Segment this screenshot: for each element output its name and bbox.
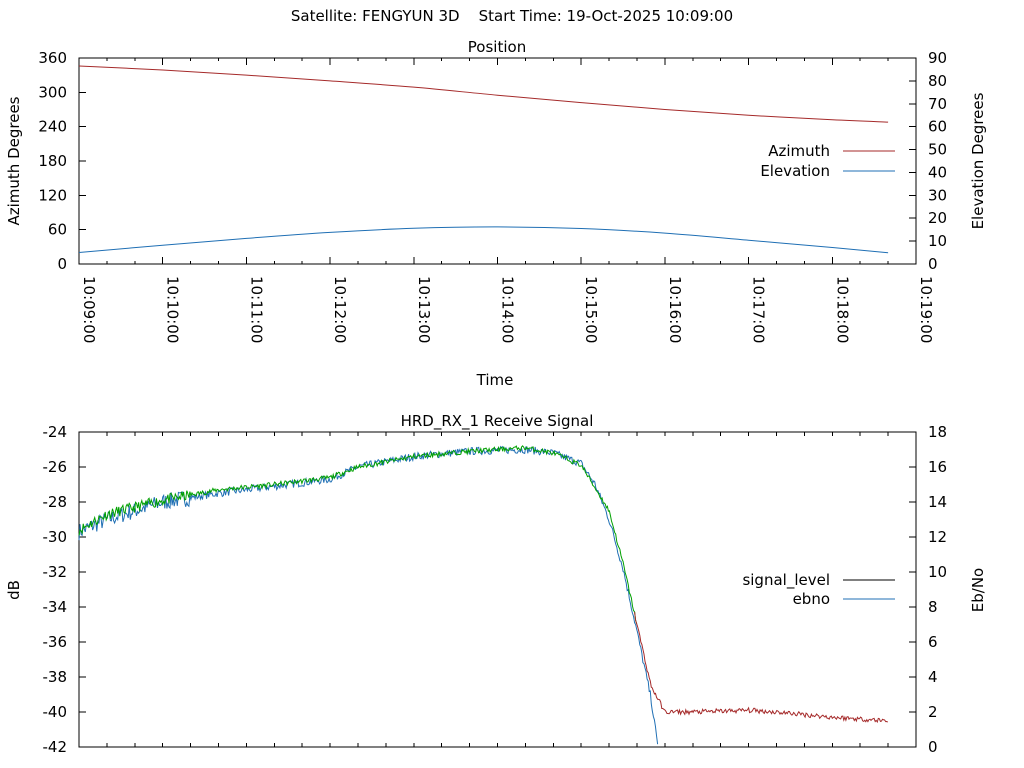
y-tick-label: 120	[38, 186, 67, 204]
y-tick-label: 180	[38, 152, 67, 170]
y-tick-label: 0	[57, 255, 67, 273]
y-tick-label: 240	[38, 118, 67, 136]
x-tick-label: 10:17:00	[750, 276, 768, 343]
page-title: Satellite: FENGYUN 3D Start Time: 19-Oct…	[290, 7, 734, 25]
y2-tick-label: 0	[928, 738, 938, 756]
series-line-azimuth	[78, 65, 889, 123]
y2-tick-label: 16	[928, 458, 947, 476]
y-tick-label: -26	[43, 458, 68, 476]
y-tick-label: 300	[38, 83, 67, 101]
y2-tick-label: 30	[928, 186, 947, 204]
y2-tick-label: 40	[928, 163, 947, 181]
x-tick-label: 10:16:00	[666, 276, 684, 343]
y-tick-label: -36	[43, 633, 68, 651]
legend-label: ebno	[793, 590, 830, 608]
legend-label: signal_level	[742, 571, 830, 590]
x-tick-label: 10:09:00	[80, 276, 98, 343]
x-tick-label: 10:10:00	[164, 276, 182, 343]
legend-label: Elevation	[760, 162, 830, 180]
x-tick-label: 10:19:00	[917, 276, 935, 343]
y-tick-label: -24	[43, 423, 68, 441]
y2-tick-label: 4	[928, 668, 938, 686]
series-line-elevation	[78, 226, 889, 254]
y2-axis-label: Elevation Degrees	[969, 92, 987, 229]
y-tick-label: -34	[43, 598, 68, 616]
x-tick-label: 10:14:00	[499, 276, 517, 343]
chart-title: HRD_RX_1 Receive Signal	[401, 412, 594, 431]
y-tick-label: -32	[43, 563, 68, 581]
y-tick-label: 360	[38, 49, 67, 67]
y2-tick-label: 90	[928, 49, 947, 67]
series-line-signal-level-upper	[78, 445, 638, 624]
plot-frame	[78, 57, 917, 265]
y-tick-label: -30	[43, 528, 68, 546]
x-tick-label: 10:11:00	[247, 276, 265, 343]
y-axis-label: Azimuth Degrees	[5, 96, 23, 225]
x-tick-label: 10:12:00	[331, 276, 349, 343]
y2-axis-label: Eb/No	[969, 568, 987, 612]
y2-tick-label: 6	[928, 633, 938, 651]
x-tick-label: 10:18:00	[833, 276, 851, 343]
y2-tick-label: 60	[928, 118, 947, 136]
y-tick-label: -42	[43, 738, 68, 756]
x-tick-label: 10:15:00	[582, 276, 600, 343]
y2-tick-label: 50	[928, 141, 947, 159]
y2-tick-label: 0	[928, 255, 938, 273]
legend-label: Azimuth	[768, 142, 830, 160]
y2-tick-label: 70	[928, 95, 947, 113]
y2-tick-label: 8	[928, 598, 938, 616]
y2-tick-label: 80	[928, 72, 947, 90]
y2-tick-label: 10	[928, 232, 947, 250]
y-tick-label: 60	[48, 221, 67, 239]
plot-frame	[78, 431, 917, 748]
y2-tick-label: 14	[928, 493, 947, 511]
y2-tick-label: 12	[928, 528, 947, 546]
x-axis-label: Time	[476, 371, 514, 389]
y2-tick-label: 20	[928, 209, 947, 227]
y2-tick-label: 2	[928, 703, 938, 721]
chart-title: Position	[468, 38, 526, 56]
y-tick-label: -38	[43, 668, 68, 686]
y2-tick-label: 10	[928, 563, 947, 581]
y-axis-label: dB	[5, 580, 23, 600]
position-chart: Position Azimuth Degrees Elevation Degre…	[5, 38, 987, 389]
receive-signal-chart: HRD_RX_1 Receive Signal dB Eb/No -24 -26 -…	[5, 412, 987, 756]
series-line-ebno	[78, 445, 659, 745]
x-tick-label: 10:13:00	[415, 276, 433, 343]
series-line-signal-level-lower	[634, 611, 889, 724]
y-tick-label: -28	[43, 493, 68, 511]
y2-tick-label: 18	[928, 423, 947, 441]
y-tick-label: -40	[43, 703, 68, 721]
